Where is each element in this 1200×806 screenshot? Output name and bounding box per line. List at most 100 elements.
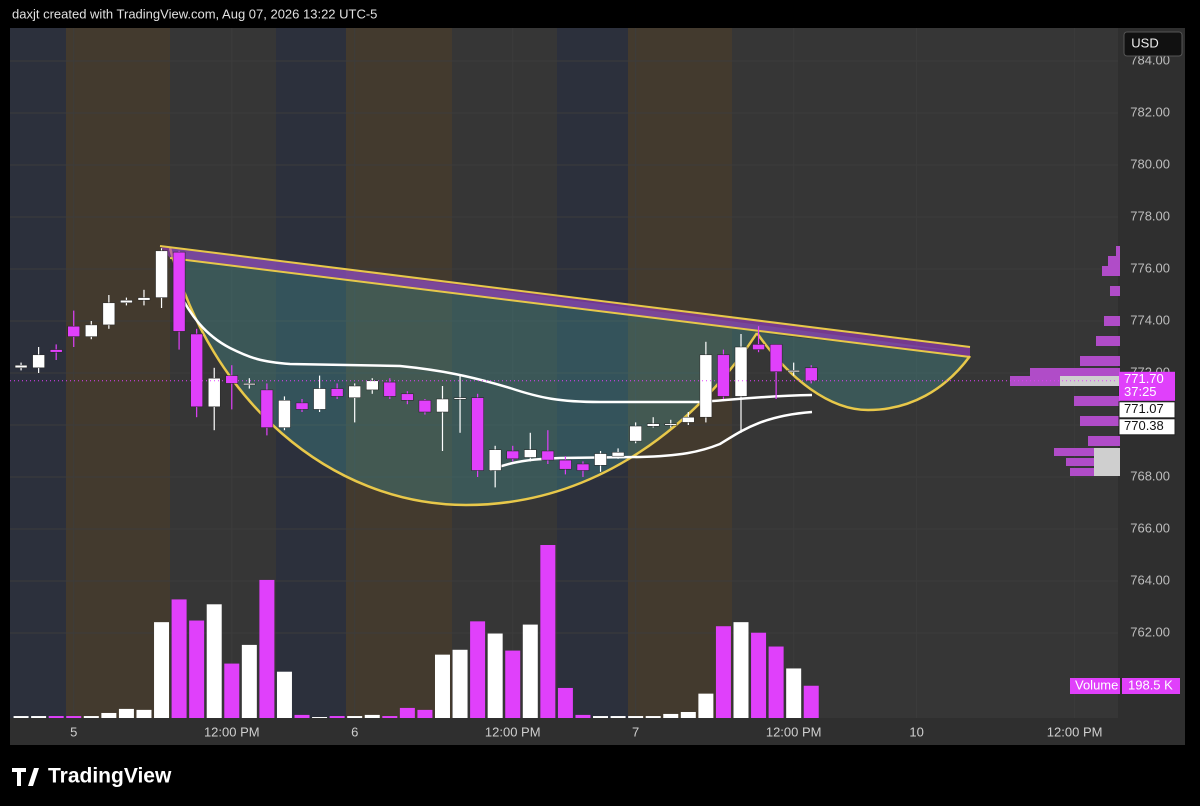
handle-curve — [755, 332, 972, 412]
branding: TradingView — [48, 765, 172, 788]
cup-fill — [160, 246, 965, 505]
candle-body — [717, 354, 730, 397]
y-tick-label: 776.00 — [1130, 260, 1170, 275]
candle-body — [541, 450, 555, 461]
x-tick-label: 12:00 PM — [766, 724, 822, 739]
candle-body — [576, 463, 590, 471]
trendline — [169, 257, 971, 358]
candle-body — [418, 400, 432, 413]
currency: USD — [1131, 35, 1158, 50]
volume-bar — [241, 644, 257, 718]
volume-bar — [663, 713, 679, 718]
volume-bar — [434, 654, 450, 718]
candle-body — [295, 402, 309, 410]
candle-body — [436, 398, 449, 413]
drawings — [159, 245, 972, 507]
candle-body — [278, 400, 291, 428]
candle-body — [769, 344, 783, 372]
volume-bar — [786, 668, 802, 718]
y-tick-label: 782.00 — [1130, 104, 1170, 119]
volume-bar — [557, 687, 573, 718]
x-tick-label: 7 — [632, 724, 639, 739]
volume-bar — [171, 599, 187, 718]
y-tick-label: 780.00 — [1130, 156, 1170, 171]
y-tick-label: 778.00 — [1130, 208, 1170, 223]
profile-bar — [1080, 356, 1120, 366]
candle-body — [172, 251, 186, 332]
volume-bar — [154, 622, 170, 718]
volume-bar — [382, 716, 398, 718]
volume-value-label: 198.5 K — [1128, 677, 1173, 692]
volume-bar — [136, 709, 152, 718]
volume-name: Volume — [1075, 677, 1118, 692]
logo-icon — [12, 768, 39, 786]
volume-bar — [751, 632, 767, 718]
volume-bar — [364, 714, 380, 718]
volume-bar — [13, 716, 29, 718]
profile-bar — [1088, 436, 1120, 446]
volume-bar — [803, 685, 819, 718]
y-tick-label: 766.00 — [1130, 520, 1170, 535]
x-tick-label: 5 — [70, 724, 77, 739]
profile-bar — [1096, 336, 1120, 346]
candle-body — [611, 452, 625, 457]
moving-average — [176, 289, 813, 404]
volume-bar — [417, 709, 433, 718]
cup-curve — [168, 247, 759, 507]
candle-body — [453, 397, 467, 400]
volume-bar — [575, 714, 591, 718]
volume-bar — [206, 604, 222, 718]
volume-bar — [101, 712, 117, 718]
candle-body — [629, 425, 642, 442]
indicator-box — [1118, 401, 1176, 419]
header: daxjt created with TradingView.com, Aug … — [12, 6, 377, 21]
profile-bar — [1108, 256, 1120, 266]
volume-bar — [452, 649, 468, 718]
y-tick-label: 768.00 — [1130, 468, 1170, 483]
volume-bar — [189, 620, 205, 718]
volume-bar — [294, 714, 310, 718]
volume-bar — [470, 621, 486, 718]
volume-bar — [522, 624, 538, 718]
candle-body — [348, 385, 361, 398]
candle-body — [49, 349, 63, 353]
candle-body — [471, 397, 484, 471]
y-tick-label: 762.00 — [1130, 624, 1170, 639]
candle-body — [664, 423, 678, 426]
x-tick-label: 10 — [909, 724, 923, 739]
trendline — [159, 245, 971, 348]
volume-bar — [768, 646, 784, 718]
candle-body — [488, 449, 502, 471]
candle-body — [734, 346, 748, 397]
volume-bar — [487, 633, 503, 718]
candle-body — [752, 344, 765, 350]
candle-body — [559, 459, 572, 470]
indicator-label: 771.07 — [1124, 401, 1164, 416]
profile-bar — [1054, 448, 1120, 456]
last-price-label: 771.70 — [1124, 371, 1164, 386]
candle-body — [699, 354, 713, 418]
volume-bar — [610, 716, 626, 718]
candle-body — [330, 388, 344, 397]
profile-bar — [1104, 316, 1120, 326]
last-price-box — [1119, 371, 1175, 401]
candle-body — [506, 450, 519, 460]
indicator-box — [1118, 418, 1176, 436]
candle-body — [594, 453, 607, 466]
volume-bar — [66, 716, 82, 718]
profile-bar — [1030, 368, 1120, 376]
candle-body — [787, 370, 800, 373]
volume-bar — [118, 708, 134, 718]
profile-bar — [1110, 286, 1120, 296]
x-tick-label: 12:00 PM — [485, 724, 541, 739]
candle-body — [260, 389, 274, 428]
profile-bar — [1094, 448, 1120, 476]
volume-value-box — [1122, 678, 1180, 694]
volume-bar — [645, 716, 661, 718]
volume-bar — [83, 716, 99, 718]
currency-box[interactable] — [1123, 31, 1183, 57]
candle-body — [207, 377, 221, 408]
volume-bar — [505, 650, 521, 718]
